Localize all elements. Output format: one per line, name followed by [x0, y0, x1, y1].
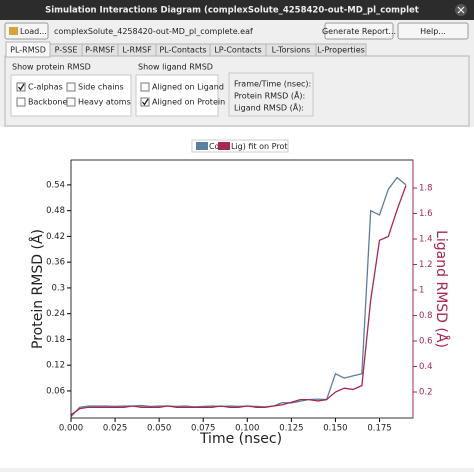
- info-label: Ligand RMSD (Å):: [234, 102, 304, 113]
- report-label: Generate Report...: [322, 27, 396, 36]
- y2-tick-label: 0.8: [419, 311, 433, 321]
- y-tick-label: 0.18: [46, 335, 65, 345]
- group-box: [135, 74, 219, 117]
- y2-tick-label: 0.6: [419, 337, 433, 347]
- info-label: Protein RMSD (Å):: [234, 90, 305, 101]
- y-tick-label: 0.3: [51, 283, 65, 293]
- y2-tick-label: 1.6: [419, 209, 433, 219]
- y2-tick-label: 0.4: [419, 362, 433, 372]
- file-name: complexSolute_4258420-out-MD_pl_complete…: [54, 27, 253, 36]
- x-tick-label: 0.125: [279, 424, 303, 434]
- checkbox-label: C-alphas: [28, 83, 63, 92]
- data-line: [70, 176, 407, 418]
- checkbox-label: Heavy atoms: [78, 98, 131, 107]
- y-tick-label: 0.06: [46, 386, 65, 396]
- tab-label: LP-Contacts: [214, 46, 261, 55]
- report-button[interactable]: [324, 22, 394, 40]
- tab[interactable]: [315, 43, 367, 57]
- legend-swatch: [196, 142, 208, 150]
- y-tick-label: 0.42: [46, 232, 65, 242]
- y2-tick-label: 0.2: [419, 387, 433, 397]
- help-label: Help...: [420, 27, 446, 36]
- y-tick-label: 0.48: [46, 206, 65, 216]
- tab-label: L-Torsions: [272, 46, 311, 55]
- y2-tick-label: 1.2: [419, 260, 433, 270]
- x-tick-label: 0.150: [323, 424, 347, 434]
- figure-background: [0, 127, 474, 468]
- y2-tick-label: 1.8: [419, 184, 433, 194]
- tab-label: PL-Contacts: [159, 46, 206, 55]
- title-bar: [0, 0, 474, 20]
- checkbox[interactable]: [16, 82, 26, 92]
- x-tick-label: 0.075: [191, 424, 215, 434]
- tab-label: P-SSE: [55, 46, 78, 55]
- y2-axis-title: Ligand RMSD (Å): [433, 230, 450, 348]
- y2-tick-label: 1.4: [419, 235, 433, 245]
- y-tick-label: 0.36: [46, 258, 65, 268]
- group-title: Show protein RMSD: [12, 63, 91, 72]
- check-mark: [141, 98, 149, 106]
- x-tick-label: 0.025: [103, 424, 127, 434]
- checkbox-label: Aligned on Protein: [152, 98, 225, 107]
- info-label: Frame/Time (nsec):: [234, 80, 311, 89]
- info-box: [228, 72, 314, 117]
- folder-icon: [9, 27, 18, 35]
- close-icon: [457, 6, 465, 14]
- load-label: Load...: [20, 27, 47, 36]
- tab-label: P-RMSF: [85, 46, 115, 55]
- legend-swatch: [218, 142, 230, 150]
- y2-tick-label: 1: [419, 286, 424, 296]
- checkbox-label: Aligned on Ligand: [152, 83, 224, 92]
- y-tick-label: 0.54: [46, 180, 65, 190]
- y-axis-title: Protein RMSD (Å): [29, 229, 46, 349]
- checkbox[interactable]: [140, 82, 150, 92]
- checkbox-label: Backbone: [28, 98, 67, 107]
- x-tick-label: 0.100: [235, 424, 259, 434]
- checkbox-label: Side chains: [78, 83, 124, 92]
- checkbox[interactable]: [66, 97, 76, 107]
- group-box: [10, 74, 132, 117]
- tab-label: PL-RMSD: [10, 46, 46, 55]
- legend-box: [191, 139, 289, 153]
- tab-label: L-RMSF: [122, 46, 152, 55]
- tab-label: L-Properties: [317, 46, 365, 55]
- data-line: [70, 185, 407, 416]
- checkbox[interactable]: [66, 82, 76, 92]
- y-tick-label: 0.24: [46, 309, 65, 319]
- x-tick-label: 0.000: [59, 424, 83, 434]
- x-tick-label: 0.050: [147, 424, 171, 434]
- y-tick-label: 0.12: [46, 361, 65, 371]
- checkbox[interactable]: [140, 97, 150, 107]
- group-title: Show ligand RMSD: [138, 63, 213, 72]
- help-button[interactable]: [397, 22, 469, 40]
- legend-label: Cα: [209, 142, 220, 151]
- x-tick-label: 0.175: [367, 424, 391, 434]
- window-title: Simulation Interactions Diagram (complex…: [45, 6, 419, 16]
- legend-label: Lig) fit on Prot: [231, 142, 287, 151]
- checkbox[interactable]: [16, 97, 26, 107]
- x-axis-title: Time (nsec): [199, 431, 282, 447]
- check-mark: [17, 83, 25, 91]
